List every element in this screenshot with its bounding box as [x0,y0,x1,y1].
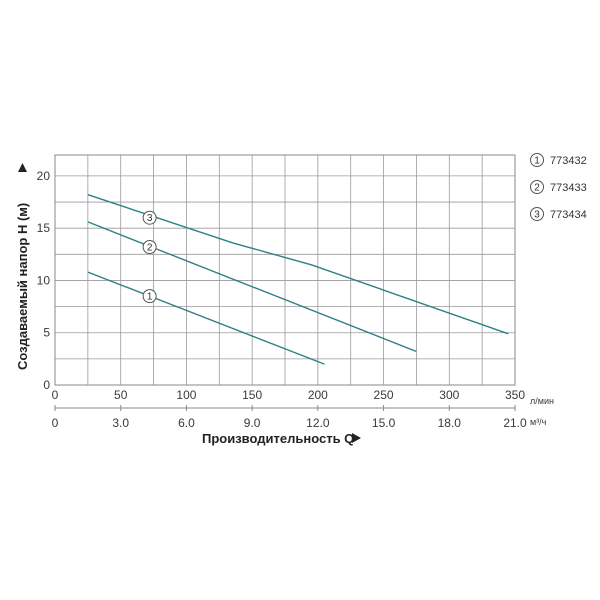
legend-series-name: 773434 [550,209,587,221]
x-tick-label: 50 [114,388,128,402]
y-tick-labels: 0 5 10 15 20 [37,169,51,392]
series-marker-circle [142,210,157,225]
series-marker-3: 3 [142,210,157,225]
series-marker-label: 1 [147,292,153,303]
grid-lines [55,155,515,385]
x-tick-label: 250 [374,388,394,402]
y-tick-label: 5 [43,326,50,340]
x-tick-label: 300 [439,388,459,402]
x-tick-label: 100 [176,388,196,402]
legend: 1 773432 2 773433 3 773434 [530,153,587,221]
series-marker-label: 2 [147,243,153,254]
y-tick-label: 15 [37,221,51,235]
series-marker-circle [142,240,157,254]
y-axis-title: Создаваемый напор H (м) [15,163,30,370]
x-axis-title-text: Производительность Q [202,431,354,446]
series-marker-circle [142,289,157,304]
legend-marker-circle [530,180,544,194]
x-axis-title: Производительность Q [202,431,361,446]
x-tick-label: 0 [52,388,59,402]
legend-marker-circle [530,153,544,167]
y-tick-label: 0 [43,378,50,392]
x-tick-label-secondary: 21.0 [503,416,527,430]
y-tick-label: 10 [37,273,51,287]
series-line-1 [87,271,325,365]
legend-marker-label: 1 [534,156,540,167]
series-line-2 [87,221,417,353]
plot-frame [54,154,516,386]
x-tick-label-secondary: 3.0 [112,416,129,430]
x-unit-primary: л/мин [530,396,554,406]
x-tick-label: 150 [242,388,262,402]
series-lines [87,194,509,365]
x-axis-secondary [54,405,516,411]
series-markers: 1 2 3 [142,210,157,304]
legend-item: 2 773433 [530,180,587,194]
series-marker-2: 2 [142,240,157,254]
legend-item: 3 773434 [530,207,587,221]
x-tick-label-secondary: 6.0 [178,416,195,430]
x-tick-label-secondary: 9.0 [244,416,261,430]
y-axis-arrow-icon [18,163,27,172]
legend-marker-label: 2 [534,183,540,194]
x-tick-label-secondary: 18.0 [438,416,462,430]
x-tick-label-secondary: 0 [52,416,59,430]
x-tick-label-secondary: 12.0 [306,416,330,430]
y-axis-title-text: Создаваемый напор H (м) [15,203,30,370]
x-tick-labels-secondary: 0 3.0 6.0 9.0 12.0 15.0 18.0 21.0 [52,416,527,430]
x-axis-arrow-icon [352,433,361,443]
legend-marker-circle [530,207,544,221]
x-tick-labels: 0 50 100 150 200 250 300 350 [52,388,526,402]
x-tick-label: 200 [308,388,328,402]
series-marker-1: 1 [142,289,157,304]
legend-marker-label: 3 [534,210,540,221]
x-tick-label-secondary: 15.0 [372,416,396,430]
series-marker-label: 3 [147,213,153,224]
y-tick-label: 20 [37,169,51,183]
legend-item: 1 773432 [530,153,587,167]
legend-series-name: 773433 [550,182,587,194]
series-line-3 [87,194,509,335]
legend-series-name: 773432 [550,155,587,167]
x-tick-label: 350 [505,388,525,402]
x-unit-secondary: м³/ч [530,417,547,427]
